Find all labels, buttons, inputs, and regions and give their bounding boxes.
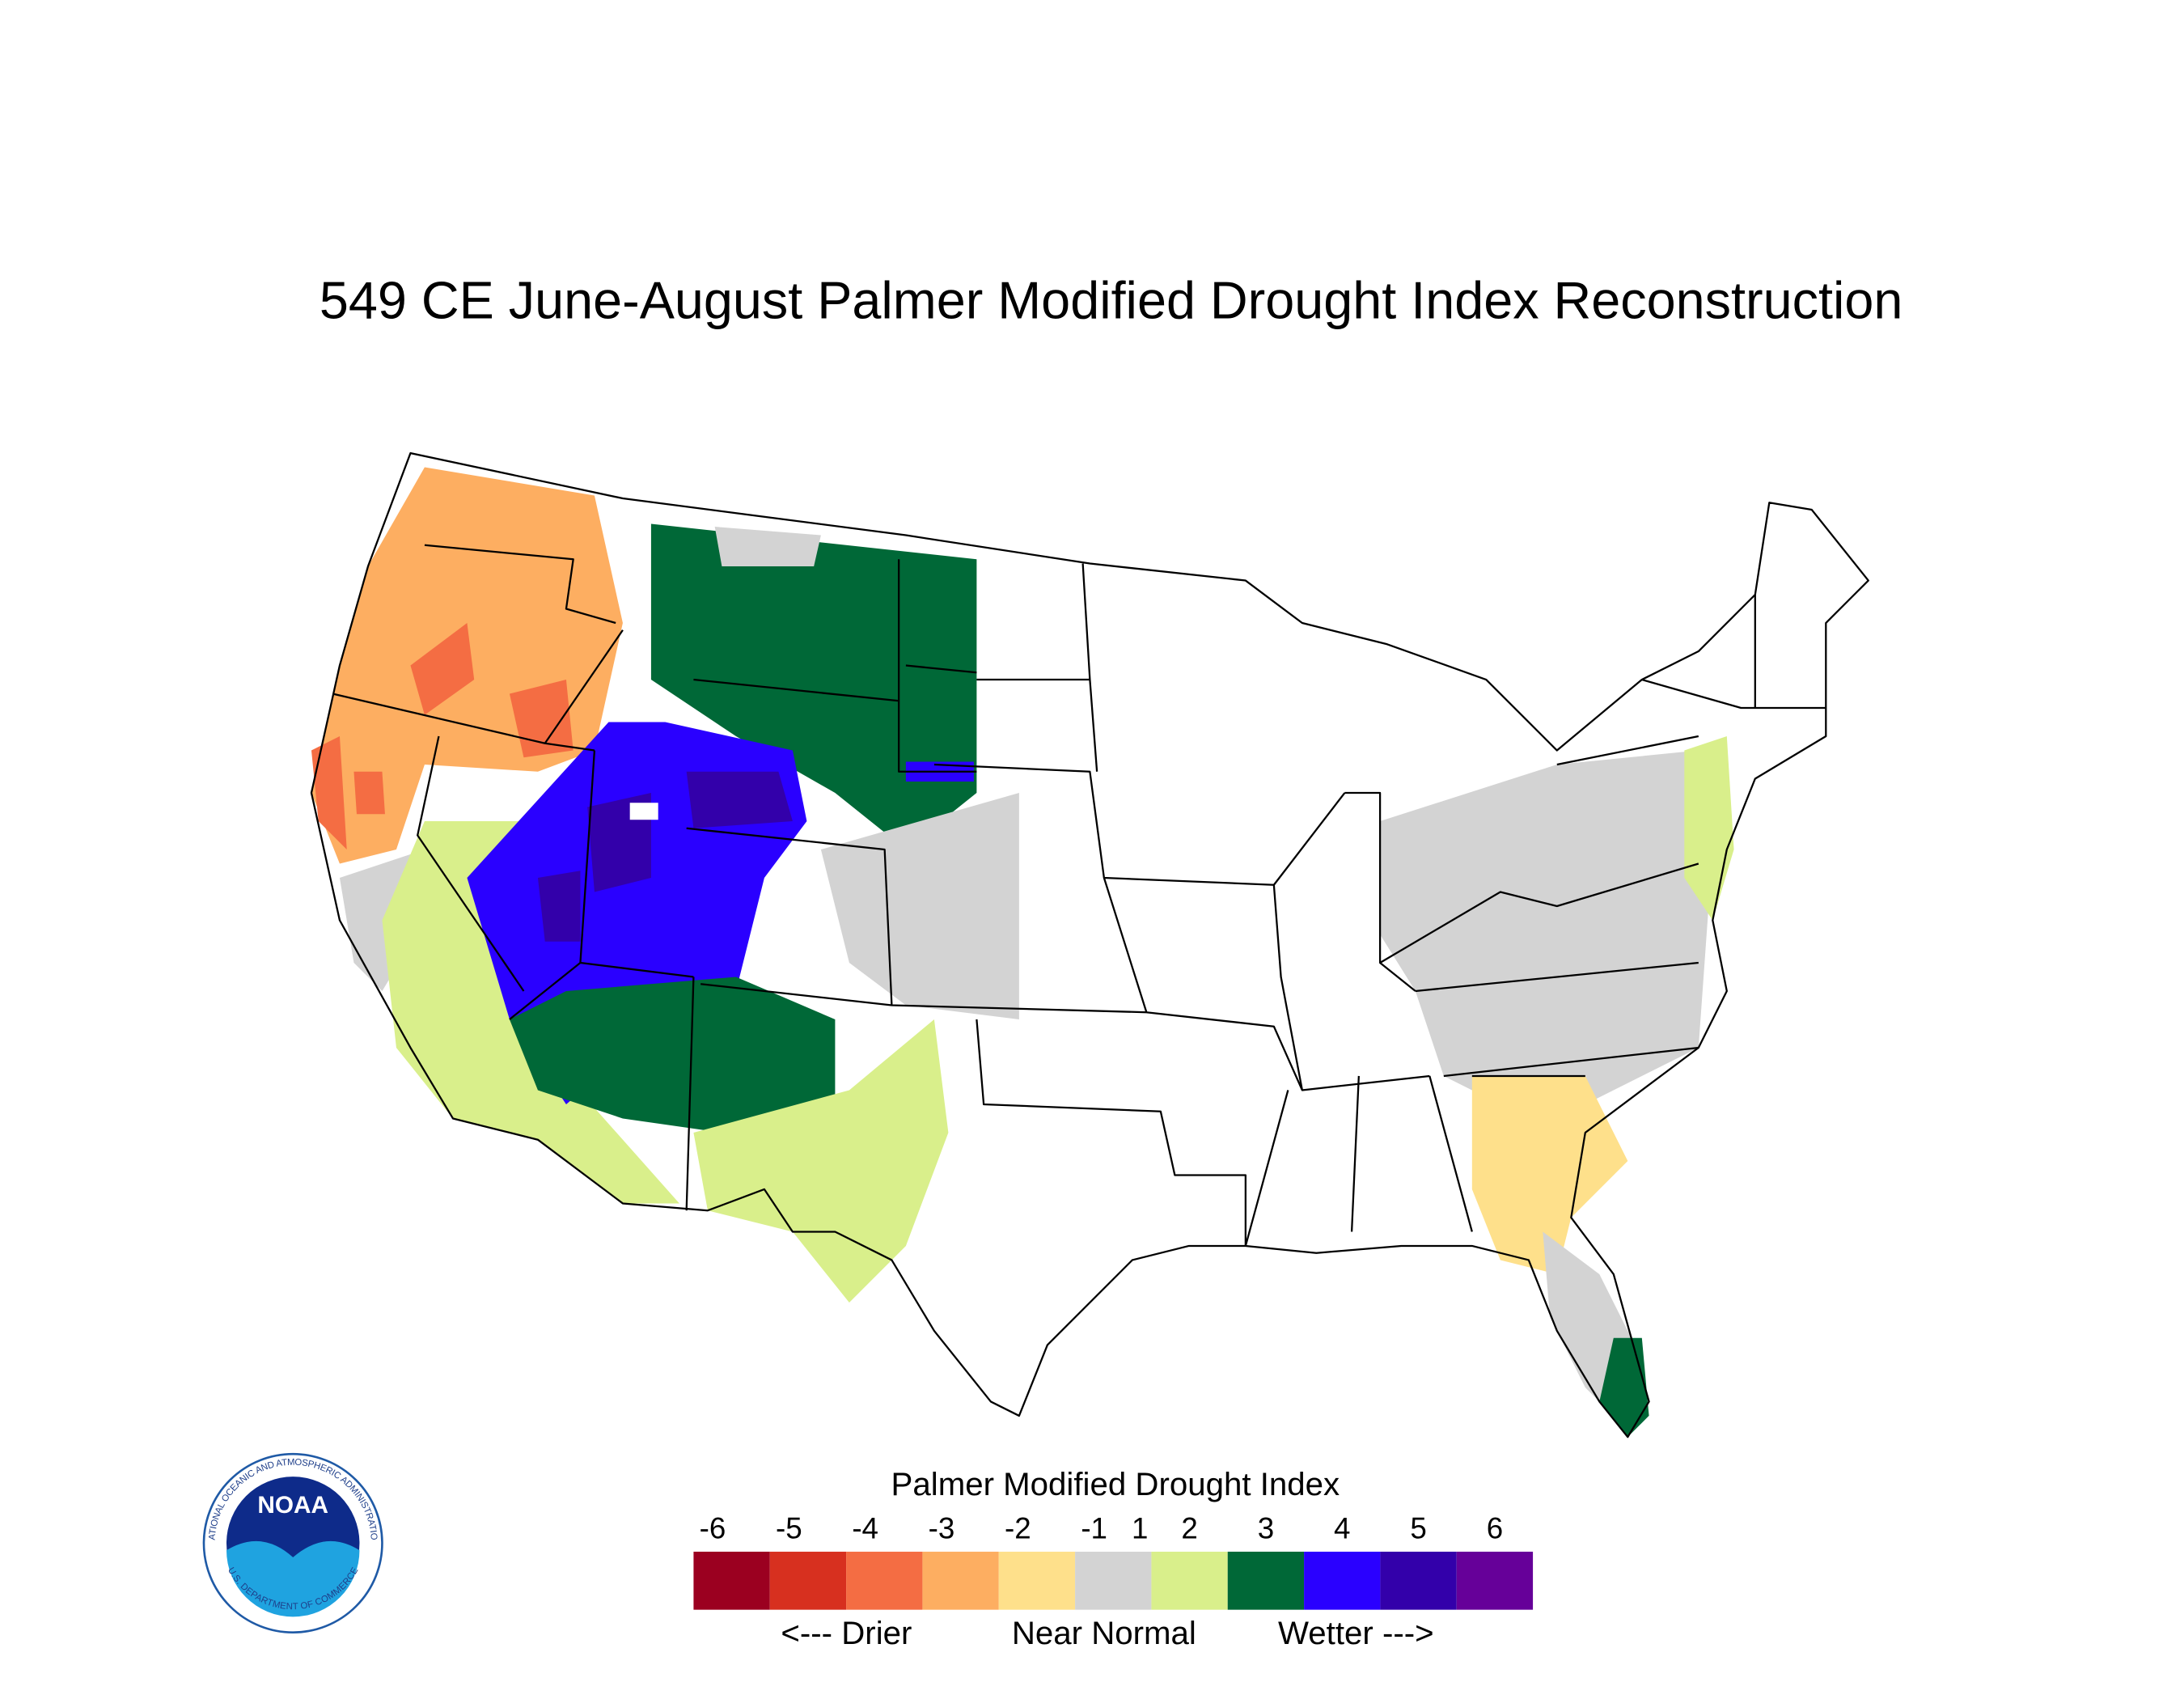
legend-tick-label: 3 [1258, 1511, 1274, 1544]
legend-swatch [998, 1551, 1076, 1610]
legend: Palmer Modified Drought Index -6 -5 -4 -3 -2… [693, 1466, 1534, 1651]
legend-swatch [922, 1551, 999, 1610]
legend-tick-label: 1 [1132, 1511, 1148, 1544]
legend-swatch [1151, 1551, 1228, 1610]
map [310, 451, 1869, 1438]
legend-swatch [1380, 1551, 1457, 1610]
legend-caption: Near Normal [1012, 1615, 1196, 1651]
region-near-normal-east [1380, 750, 1713, 1104]
region-near-normal-mt [714, 527, 821, 567]
region-near-normal-plains [820, 793, 1019, 1019]
legend-swatch [1227, 1551, 1305, 1610]
legend-tick-label: -5 [776, 1511, 802, 1544]
legend-caption: Wetter ---> [1278, 1615, 1434, 1651]
legend-swatch [1075, 1551, 1152, 1610]
legend-swatch [769, 1551, 847, 1610]
legend-tick-label: 6 [1487, 1511, 1503, 1544]
region-slightly-dry-se [1471, 1075, 1628, 1274]
legend-tick-label: -2 [1005, 1511, 1031, 1544]
legend-tick-label: -1 [1081, 1511, 1107, 1544]
region-extreme-wet [537, 771, 793, 942]
region-wet-fl [1599, 1337, 1649, 1438]
legend-caption: <--- Drier [781, 1615, 912, 1651]
legend-tick-label: -4 [852, 1511, 878, 1544]
legend-swatch [1304, 1551, 1381, 1610]
region-missing [629, 803, 658, 820]
us-outline [310, 451, 1869, 1438]
legend-swatch [846, 1551, 923, 1610]
region-moist-nm [693, 1019, 949, 1303]
region-wet-north [650, 523, 977, 850]
legend-tick-label: 4 [1334, 1511, 1350, 1544]
region-very-dry [311, 623, 574, 850]
title: 549 CE June-August Palmer Modified Droug… [320, 270, 1903, 329]
state-borders [332, 544, 1826, 1247]
legend-tick-label: 2 [1181, 1511, 1197, 1544]
region-wet-sw [509, 977, 836, 1133]
legend-swatch [1456, 1551, 1534, 1610]
legend-title: Palmer Modified Drought Index [891, 1466, 1340, 1502]
legend-tick-label: 5 [1410, 1511, 1426, 1544]
logo-name: NOAA [257, 1492, 328, 1519]
logo-water [226, 1540, 360, 1617]
legend-tick-label: -6 [700, 1511, 726, 1544]
legend-tick-label: -3 [929, 1511, 955, 1544]
legend-swatch [693, 1551, 770, 1610]
